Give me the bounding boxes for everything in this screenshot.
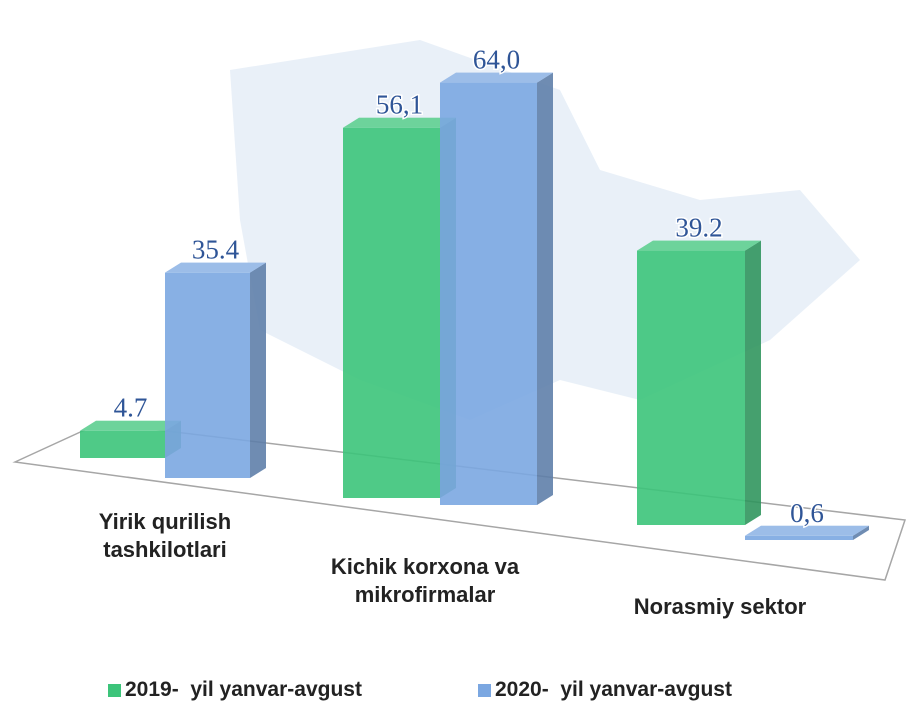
bar-top-light xyxy=(440,72,553,83)
bar-side xyxy=(250,262,266,478)
bar-side-shade xyxy=(745,240,761,525)
bar-top xyxy=(80,420,181,431)
category-label: Norasmiy sektor xyxy=(633,594,807,619)
legend-text: 2019- yil yanvar-avgust xyxy=(125,678,362,701)
bar xyxy=(440,82,537,505)
bar xyxy=(343,127,440,499)
bar-top xyxy=(745,525,869,536)
bar-top xyxy=(440,72,553,83)
legend-swatch xyxy=(108,683,121,697)
bar xyxy=(745,535,853,540)
legend-item: 2020- yil yanvar-avgust xyxy=(478,678,732,702)
bar-side xyxy=(537,72,553,505)
bar-top-light xyxy=(745,525,869,536)
bar-side-shade xyxy=(853,525,869,540)
legend-swatch xyxy=(478,683,491,697)
bar-side-shade xyxy=(537,72,553,505)
data-label: 56,1 xyxy=(376,90,423,120)
data-label: 35.4 xyxy=(192,235,240,265)
data-label: 64,0 xyxy=(473,45,520,75)
bar xyxy=(165,272,250,478)
bar xyxy=(637,250,745,525)
data-label: 39.2 xyxy=(675,213,722,243)
bar-top xyxy=(343,117,456,128)
legend-item: 2019- yil yanvar-avgust xyxy=(108,678,362,702)
bar-top-light xyxy=(165,262,266,273)
bar xyxy=(80,430,165,458)
bar-side xyxy=(745,240,761,525)
legend-text: 2020- yil yanvar-avgust xyxy=(495,678,732,701)
bar-top-light xyxy=(637,240,761,251)
data-label: 0,6 xyxy=(790,498,824,528)
bar-top xyxy=(165,262,266,273)
bar-top-light xyxy=(343,117,456,128)
bar-top xyxy=(637,240,761,251)
data-label: 4.7 xyxy=(114,393,148,423)
bar-side-shade xyxy=(250,262,266,478)
bar-side xyxy=(853,525,869,540)
bar-top-light xyxy=(80,420,181,431)
category-label: Yirik qurilish tashkilotlari xyxy=(98,509,232,562)
category-label: Kichik korxona va mikrofirmalar xyxy=(330,554,520,607)
